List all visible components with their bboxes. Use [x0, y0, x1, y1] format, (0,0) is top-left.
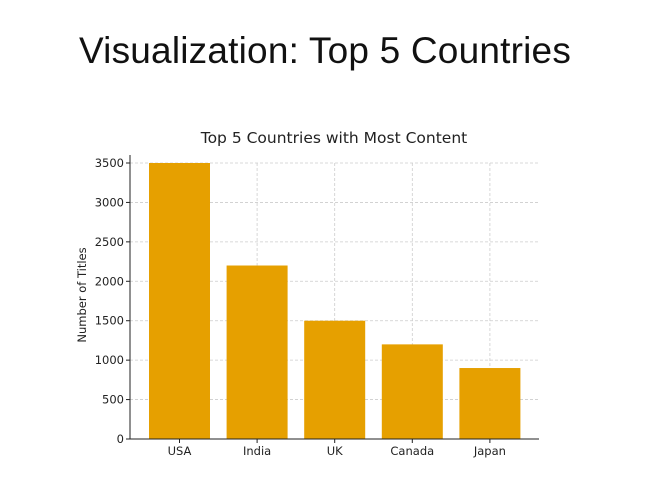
x-tick-label: Canada	[390, 444, 434, 458]
x-tick-label: UK	[327, 444, 343, 458]
y-axis-label: Number of Titles	[75, 247, 89, 342]
y-tick-label: 1500	[95, 314, 124, 328]
chart-title: Top 5 Countries with Most Content	[200, 129, 468, 147]
x-tick-label: India	[243, 444, 271, 458]
y-tick-label: 0	[117, 432, 124, 446]
bar-uk	[304, 320, 366, 439]
y-tick-label: 2500	[95, 235, 124, 249]
y-axis: 0 500 1000 1500 2000 2500 3000 3500	[95, 155, 131, 446]
bar-japan	[459, 368, 521, 439]
y-tick-label: 3000	[95, 195, 124, 209]
bar-usa	[149, 163, 210, 439]
x-tick-label: USA	[168, 444, 192, 458]
y-tick-label: 2000	[95, 274, 124, 288]
x-axis: USA India UK Canada Japan	[130, 438, 539, 458]
y-tick-label: 500	[102, 393, 124, 407]
x-tick-label: Japan	[473, 444, 506, 458]
y-tick-label: 1000	[95, 353, 124, 367]
y-tick-label: 3500	[95, 156, 124, 170]
bar-canada	[381, 344, 443, 439]
bars	[149, 163, 521, 439]
bar-india	[226, 265, 288, 439]
slide-title: Visualization: Top 5 Countries	[78, 30, 572, 71]
